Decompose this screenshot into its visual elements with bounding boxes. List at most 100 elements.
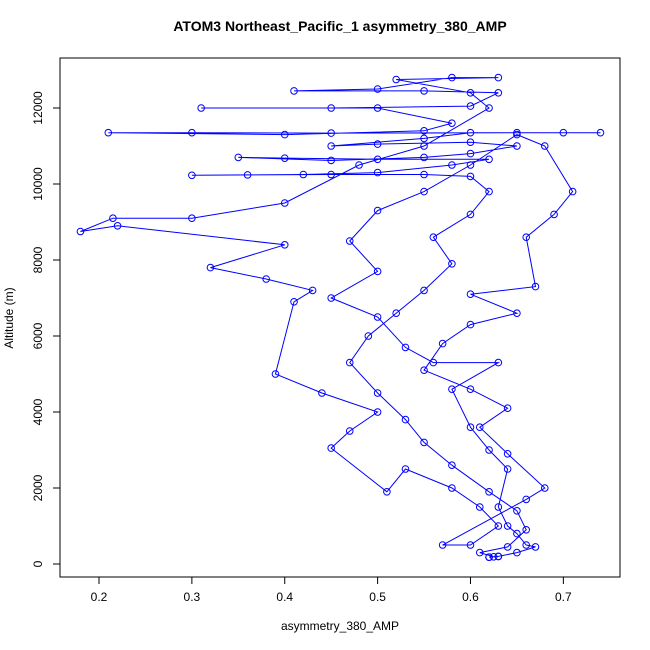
data-point [364, 332, 373, 340]
data-point [550, 210, 558, 219]
data-point [485, 488, 493, 496]
data-point [448, 119, 456, 128]
data-point [448, 260, 456, 268]
x-tick-label: 0.3 [184, 590, 201, 604]
y-tick-label: 6000 [31, 322, 45, 349]
data-point [290, 87, 298, 95]
y-tick-label: 0 [31, 560, 45, 567]
chart-title: ATOM3 Northeast_Pacific_1 asymmetry_380_… [173, 18, 506, 34]
data-point [280, 154, 289, 162]
data-point [76, 227, 85, 236]
data-point [383, 488, 391, 496]
data-point [327, 104, 335, 112]
data-point [392, 75, 400, 84]
y-tick-label: 12000 [31, 91, 45, 125]
data-point [448, 73, 456, 82]
data-point [327, 294, 335, 302]
data-point [494, 358, 503, 367]
data-point [503, 543, 512, 551]
data-point [489, 552, 498, 561]
data-point [513, 548, 521, 557]
data-point [531, 543, 540, 551]
data-point [485, 553, 493, 561]
data-point [420, 170, 428, 179]
data-point [494, 89, 503, 97]
data-point [327, 156, 335, 165]
data-point [373, 267, 382, 276]
data-point [559, 128, 568, 137]
data-point [327, 142, 335, 150]
data-point [290, 298, 298, 306]
data-point [327, 170, 335, 179]
data-point [485, 187, 493, 196]
series-line [80, 77, 601, 558]
data-point [373, 155, 382, 164]
data-point [466, 102, 475, 110]
data-point [373, 313, 382, 321]
data-point [475, 423, 484, 432]
data-point [466, 210, 475, 219]
data-point [420, 153, 428, 162]
data-point [197, 104, 205, 112]
data-point [234, 153, 243, 162]
data-point [503, 522, 512, 530]
data-point [401, 465, 410, 473]
data-point [513, 529, 521, 538]
data-point [327, 444, 335, 452]
data-point [475, 548, 484, 557]
data-point [345, 427, 354, 435]
data-point [522, 233, 531, 242]
data-point [466, 149, 475, 158]
data-point [373, 168, 382, 177]
data-point [104, 128, 113, 137]
data-point [420, 134, 428, 143]
data-point [373, 140, 382, 148]
y-tick-label: 2000 [31, 474, 45, 501]
data-point [485, 155, 493, 164]
data-point [503, 465, 512, 473]
data-point [373, 85, 382, 93]
data-point [373, 408, 382, 416]
data-point [429, 358, 438, 367]
data-point [485, 104, 493, 112]
data-point [401, 343, 410, 352]
data-point [522, 541, 531, 549]
plot-frame [59, 57, 621, 578]
data-point [513, 142, 521, 150]
data-point [188, 128, 196, 137]
data-point [503, 404, 512, 413]
x-tick-label: 0.2 [91, 590, 108, 604]
data-point [188, 214, 196, 223]
data-point [466, 320, 475, 329]
data-point [513, 507, 521, 515]
data-point [420, 142, 428, 150]
data-point [420, 438, 428, 447]
y-tick-label: 8000 [31, 246, 45, 273]
data-point [438, 541, 447, 549]
data-point [494, 522, 503, 530]
data-point [531, 282, 540, 291]
data-point [494, 73, 503, 82]
data-point [109, 214, 117, 223]
data-point [513, 128, 521, 137]
x-tick-label: 0.5 [369, 590, 386, 604]
data-point [540, 142, 549, 150]
data-point [327, 129, 335, 137]
data-point [466, 161, 475, 169]
data-point [113, 222, 122, 230]
x-tick-label: 0.4 [276, 590, 293, 604]
data-point [522, 526, 531, 534]
data-point [420, 127, 428, 135]
data-point [318, 389, 326, 397]
data-point [262, 275, 270, 283]
data-point [448, 161, 456, 169]
data-point [438, 339, 447, 348]
data-point [373, 389, 382, 397]
data-point [373, 206, 382, 215]
data-point [540, 484, 549, 492]
data-point [448, 461, 456, 470]
data-point [596, 128, 605, 137]
data-point [494, 503, 503, 511]
